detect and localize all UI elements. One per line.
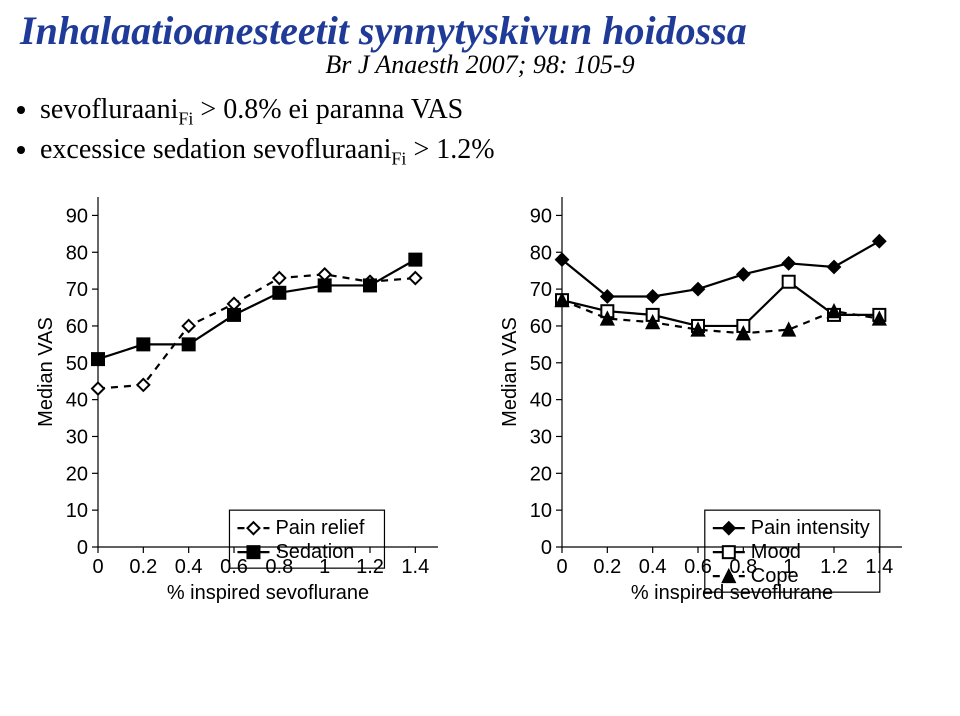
svg-text:Median VAS: Median VAS: [35, 317, 57, 427]
svg-text:10: 10: [66, 500, 88, 522]
svg-text:Pain intensity: Pain intensity: [751, 517, 870, 539]
svg-text:0: 0: [556, 556, 567, 578]
svg-text:1.2: 1.2: [356, 556, 384, 578]
chart-right-wrap: 010203040506070809000.20.40.60.811.21.4%…: [492, 187, 932, 622]
svg-text:% inspired sevoflurane: % inspired sevoflurane: [167, 582, 369, 604]
svg-text:70: 70: [66, 279, 88, 301]
svg-text:Sedation: Sedation: [275, 541, 354, 563]
svg-text:70: 70: [530, 279, 552, 301]
svg-text:10: 10: [530, 500, 552, 522]
svg-text:30: 30: [530, 427, 552, 449]
svg-text:90: 90: [530, 206, 552, 228]
svg-text:% inspired sevoflurane: % inspired sevoflurane: [631, 582, 833, 604]
svg-text:0.4: 0.4: [175, 556, 203, 578]
svg-text:60: 60: [66, 316, 88, 338]
svg-text:0.2: 0.2: [129, 556, 157, 578]
svg-text:1.4: 1.4: [401, 556, 429, 578]
bullet-item: sevofluraaniFi > 0.8% ei paranna VAS: [40, 94, 940, 130]
chart-left: 010203040506070809000.20.40.60.811.21.4%…: [28, 187, 468, 617]
svg-text:80: 80: [530, 242, 552, 264]
svg-text:20: 20: [66, 464, 88, 486]
svg-text:30: 30: [66, 427, 88, 449]
svg-text:50: 50: [530, 353, 552, 375]
svg-text:0.4: 0.4: [639, 556, 667, 578]
svg-text:0: 0: [92, 556, 103, 578]
svg-text:40: 40: [66, 390, 88, 412]
svg-text:60: 60: [530, 316, 552, 338]
svg-text:40: 40: [530, 390, 552, 412]
svg-text:Cope: Cope: [751, 565, 799, 587]
svg-text:Median VAS: Median VAS: [499, 317, 521, 427]
svg-text:0: 0: [77, 537, 88, 559]
chart-right: 010203040506070809000.20.40.60.811.21.4%…: [492, 187, 932, 617]
slide: Inhalaatioanesteetit synnytyskivun hoido…: [0, 0, 960, 716]
chart-left-wrap: 010203040506070809000.20.40.60.811.21.4%…: [28, 187, 468, 622]
svg-text:1.2: 1.2: [820, 556, 848, 578]
svg-text:Mood: Mood: [751, 541, 801, 563]
bullet-item: excessice sedation sevofluraaniFi > 1.2%: [40, 134, 940, 170]
svg-text:50: 50: [66, 353, 88, 375]
svg-text:90: 90: [66, 206, 88, 228]
svg-text:0.6: 0.6: [220, 556, 248, 578]
subtitle: Br J Anaesth 2007; 98: 105-9: [20, 50, 940, 80]
svg-text:0.6: 0.6: [684, 556, 712, 578]
svg-text:80: 80: [66, 242, 88, 264]
charts-row: 010203040506070809000.20.40.60.811.21.4%…: [20, 187, 940, 622]
svg-text:0.2: 0.2: [593, 556, 621, 578]
page-title: Inhalaatioanesteetit synnytyskivun hoido…: [20, 10, 940, 52]
bullet-list: sevofluraaniFi > 0.8% ei paranna VAS exce…: [40, 94, 940, 169]
svg-text:20: 20: [530, 464, 552, 486]
svg-text:Pain relief: Pain relief: [275, 517, 364, 539]
svg-text:0: 0: [541, 537, 552, 559]
